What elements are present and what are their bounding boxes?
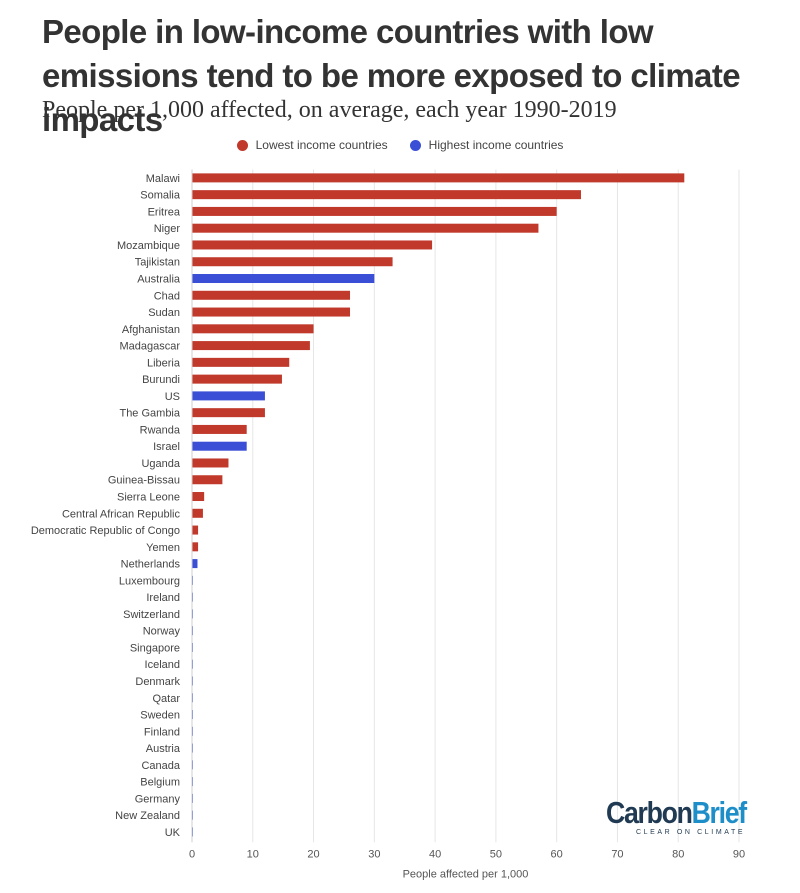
category-label-australia: Australia bbox=[137, 274, 181, 286]
legend: Lowest income countries Highest income c… bbox=[0, 138, 800, 152]
category-label-qatar: Qatar bbox=[152, 693, 180, 705]
bar-yemen bbox=[192, 542, 199, 552]
category-label-sweden: Sweden bbox=[140, 710, 180, 722]
legend-label-highest-income: Highest income countries bbox=[428, 138, 564, 152]
logo-wordmark: CarbonBrief bbox=[606, 795, 747, 830]
logo-part2: Brief bbox=[691, 795, 748, 830]
bar-central-african-republic bbox=[192, 508, 203, 518]
bar-netherlands bbox=[192, 559, 198, 569]
category-label-us: US bbox=[165, 391, 180, 403]
legend-swatch-highest-income bbox=[409, 139, 421, 151]
category-label-liberia: Liberia bbox=[147, 357, 181, 369]
category-label-malawi: Malawi bbox=[146, 173, 180, 185]
x-axis-title: People affected per 1,000 bbox=[403, 868, 529, 880]
category-label-austria: Austria bbox=[146, 743, 181, 755]
x-tick-label-80: 80 bbox=[672, 848, 684, 860]
legend-item-highest-income: Highest income countries bbox=[409, 138, 564, 152]
x-tick-label-40: 40 bbox=[429, 848, 441, 860]
bar-malawi bbox=[192, 173, 685, 183]
bar-niger bbox=[192, 223, 539, 233]
chart-title: People in low-income countries with low … bbox=[42, 13, 741, 138]
category-label-tajikistan: Tajikistan bbox=[135, 257, 180, 269]
x-tick-label-90: 90 bbox=[733, 848, 745, 860]
category-label-ireland: Ireland bbox=[146, 592, 180, 604]
category-label-luxembourg: Luxembourg bbox=[119, 575, 180, 587]
category-label-guinea-bissau: Guinea-Bissau bbox=[108, 475, 180, 487]
bar-tajikistan bbox=[192, 257, 393, 267]
x-tick-label-0: 0 bbox=[189, 848, 195, 860]
bar-eritrea bbox=[192, 206, 557, 216]
category-label-switzerland: Switzerland bbox=[123, 609, 180, 621]
category-label-eritrea: Eritrea bbox=[148, 206, 181, 218]
legend-label-lowest-income: Lowest income countries bbox=[255, 138, 388, 152]
category-label-burundi: Burundi bbox=[142, 374, 180, 386]
x-tick-label-10: 10 bbox=[247, 848, 259, 860]
bar-mozambique bbox=[192, 240, 433, 250]
legend-item-lowest-income: Lowest income countries bbox=[236, 138, 388, 152]
category-label-madagascar: Madagascar bbox=[119, 341, 180, 353]
bar-madagascar bbox=[192, 341, 310, 351]
category-label-germany: Germany bbox=[135, 793, 181, 805]
category-label-yemen: Yemen bbox=[146, 542, 180, 554]
category-label-singapore: Singapore bbox=[130, 642, 180, 654]
legend-swatch-lowest-income bbox=[236, 139, 248, 151]
logo-tagline: CLEAR ON CLIMATE bbox=[636, 829, 746, 836]
bar-burundi bbox=[192, 374, 282, 384]
category-label-uganda: Uganda bbox=[141, 458, 180, 470]
category-label-democratic-republic-of-congo: Democratic Republic of Congo bbox=[31, 525, 180, 537]
carbonbrief-logo: CarbonBrief CLEAR ON CLIMATE bbox=[606, 795, 756, 836]
x-tick-label-70: 70 bbox=[611, 848, 623, 860]
x-tick-label-20: 20 bbox=[307, 848, 319, 860]
x-tick-label-50: 50 bbox=[490, 848, 502, 860]
category-label-chad: Chad bbox=[154, 290, 180, 302]
bar-sudan bbox=[192, 307, 351, 317]
category-label-mozambique: Mozambique bbox=[117, 240, 180, 252]
logo-part1: Carbon bbox=[606, 795, 693, 830]
bar-uganda bbox=[192, 458, 229, 468]
bar-democratic-republic-of-congo bbox=[192, 525, 199, 535]
category-label-new-zealand: New Zealand bbox=[115, 810, 180, 822]
chart-subtitle: People per 1,000 affected, on average, e… bbox=[42, 97, 617, 123]
bar-guinea-bissau bbox=[192, 475, 223, 485]
bar-us bbox=[192, 391, 265, 401]
bar-the-gambia bbox=[192, 408, 265, 418]
category-label-belgium: Belgium bbox=[140, 777, 180, 789]
category-label-rwanda: Rwanda bbox=[140, 424, 181, 436]
category-label-sudan: Sudan bbox=[148, 307, 180, 319]
bar-israel bbox=[192, 441, 247, 451]
category-label-niger: Niger bbox=[154, 223, 181, 235]
category-label-denmark: Denmark bbox=[135, 676, 180, 688]
category-label-iceland: Iceland bbox=[145, 659, 180, 671]
category-label-uk: UK bbox=[165, 827, 181, 839]
category-label-central-african-republic: Central African Republic bbox=[62, 508, 181, 520]
bar-afghanistan bbox=[192, 324, 314, 334]
category-label-finland: Finland bbox=[144, 726, 180, 738]
x-tick-label-60: 60 bbox=[551, 848, 563, 860]
category-label-sierra-leone: Sierra Leone bbox=[117, 492, 180, 504]
bar-australia bbox=[192, 274, 375, 284]
category-label-israel: Israel bbox=[153, 441, 180, 453]
bar-chad bbox=[192, 290, 351, 300]
category-label-somalia: Somalia bbox=[140, 190, 181, 202]
bar-liberia bbox=[192, 357, 290, 367]
category-label-afghanistan: Afghanistan bbox=[122, 324, 180, 336]
bar-sierra-leone bbox=[192, 492, 205, 502]
bar-rwanda bbox=[192, 424, 247, 434]
category-label-the-gambia: The Gambia bbox=[119, 408, 180, 420]
category-label-canada: Canada bbox=[141, 760, 180, 772]
category-label-netherlands: Netherlands bbox=[121, 559, 181, 571]
category-label-norway: Norway bbox=[143, 626, 181, 638]
x-tick-label-30: 30 bbox=[368, 848, 380, 860]
bar-somalia bbox=[192, 190, 581, 200]
